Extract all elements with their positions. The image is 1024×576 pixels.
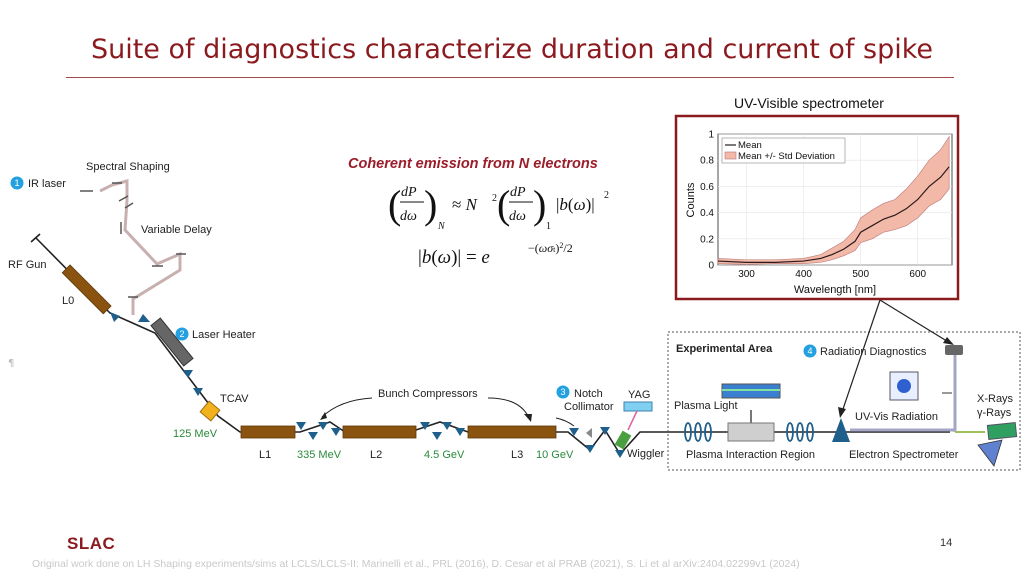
label-notch: Notch (574, 388, 603, 400)
emission-heading: Coherent emission from N electrons (348, 156, 598, 172)
xray-screen (986, 422, 1018, 440)
x-tick-label: 300 (738, 269, 755, 280)
y-tick-label: 0.6 (700, 182, 714, 193)
badge-4: 4 (807, 346, 812, 356)
chicane-magnets (110, 312, 625, 458)
step-badges (10, 176, 817, 399)
slac-logo: SLAC (67, 534, 116, 553)
laser-path (99, 179, 182, 315)
svg-text:): ) (533, 182, 546, 227)
badge-2: 2 (179, 329, 184, 339)
label-l2: L2 (370, 449, 382, 461)
label-gamma-rays: γ-Rays (977, 407, 1012, 419)
svg-text:1: 1 (546, 221, 551, 232)
label-ir-laser: IR laser (28, 178, 66, 190)
spectrometer-image (977, 439, 1003, 467)
x-tick-label: 600 (909, 269, 926, 280)
pilcrow-mark: ¶ (8, 358, 14, 369)
label-10gev: 10 GeV (536, 449, 574, 461)
label-spectral-shaping: Spectral Shaping (86, 161, 170, 173)
svg-text:−(ωσt)2/2: −(ωσt)2/2 (528, 241, 573, 255)
label-collimator: Collimator (564, 401, 614, 413)
yag-screen (623, 401, 653, 412)
label-yag: YAG (628, 389, 650, 401)
label-xrays: X-Rays (977, 393, 1014, 405)
y-tick-label: 0 (708, 261, 714, 272)
label-laser-heater: Laser Heater (192, 329, 256, 341)
label-plasma-light: Plasma Light (674, 400, 738, 412)
svg-text:): ) (424, 182, 437, 227)
svg-text:2: 2 (492, 193, 497, 204)
label-tcav: TCAV (220, 393, 249, 405)
y-tick-label: 0.8 (700, 156, 714, 167)
svg-text:2: 2 (604, 190, 609, 201)
plasma-cell (727, 422, 775, 442)
label-variable-delay: Variable Delay (141, 224, 212, 236)
emission-equation: ( dP dω ) N ≈ N 2 ( dP dω ) 1 |b(ω)| 2 |… (388, 182, 609, 268)
plasma-lenses (684, 422, 814, 442)
footer-citation: Original work done on LH Shaping experim… (32, 558, 800, 570)
legend-std: Mean +/- Std Deviation (738, 151, 835, 162)
label-bunch-compressors: Bunch Compressors (378, 388, 478, 400)
tcav-module (199, 400, 221, 422)
radiation-detector (945, 345, 963, 355)
plot-ticks: 300 400 500 600 0 0.2 0.4 0.6 0.8 1 (700, 130, 926, 281)
svg-text:dω: dω (509, 209, 526, 224)
label-125mev: 125 MeV (173, 428, 218, 440)
y-tick-label: 1 (708, 130, 714, 141)
label-4-5gev: 4.5 GeV (424, 449, 465, 461)
plot-ylabel: Counts (685, 182, 697, 217)
plot-xlabel: Wavelength [nm] (794, 284, 876, 296)
svg-text:dP: dP (401, 185, 417, 200)
yag-arrow (627, 410, 638, 431)
label-l1: L1 (259, 449, 271, 461)
bc1-pointer (321, 397, 373, 418)
label-l3: L3 (511, 449, 523, 461)
legend-mean: Mean (738, 140, 762, 151)
svg-text:|b(ω)| = e: |b(ω)| = e (418, 247, 490, 268)
experimental-area-box (667, 331, 1021, 471)
mean-line (717, 166, 950, 263)
laser-optics (80, 182, 186, 298)
label-wiggler: Wiggler (627, 448, 665, 460)
bc2-pointer (487, 397, 530, 419)
plot-legend: Mean Mean +/- Std Deviation (721, 137, 846, 164)
spectrometer-heading: UV-Visible spectrometer (734, 95, 884, 111)
svg-text:(: ( (388, 182, 401, 227)
title-divider (66, 77, 954, 78)
label-experimental-area: Experimental Area (676, 343, 773, 355)
svg-text:dω: dω (400, 209, 417, 224)
badge-3: 3 (560, 387, 565, 397)
svg-text:dP: dP (510, 185, 526, 200)
inset-link-left (841, 299, 881, 413)
y-tick-label: 0.4 (700, 208, 714, 219)
collimator-pointer (555, 417, 575, 427)
laser-heater-module (150, 317, 194, 367)
std-deviation-band (717, 135, 950, 265)
label-335mev: 335 MeV (297, 449, 342, 461)
badge-1: 1 (14, 178, 19, 188)
svg-text:≈ N: ≈ N (452, 195, 479, 214)
label-radiation-diagnostics: Radiation Diagnostics (820, 346, 927, 358)
label-uv-vis-radiation: UV-Vis Radiation (855, 411, 938, 423)
inset-link-right (879, 299, 951, 344)
svg-text:(: ( (497, 182, 510, 227)
svg-text:N: N (437, 221, 446, 232)
label-electron-spectrometer: Electron Spectrometer (849, 449, 959, 461)
x-tick-label: 500 (852, 269, 869, 280)
linac-sections (61, 264, 557, 439)
y-tick-label: 0.2 (700, 234, 714, 245)
label-plasma-interaction-region: Plasma Interaction Region (686, 449, 815, 461)
x-tick-label: 400 (795, 269, 812, 280)
page-title: Suite of diagnostics characterize durati… (90, 34, 934, 65)
label-rf-gun: RF Gun (8, 259, 47, 271)
wiggler-module (614, 430, 632, 450)
label-l0: L0 (62, 295, 74, 307)
notch-collimator-icon (586, 428, 592, 438)
electron-spectrometer-magnet (832, 418, 850, 442)
svg-text:|b(ω)|: |b(ω)| (556, 195, 595, 214)
page-number: 14 (940, 537, 953, 549)
